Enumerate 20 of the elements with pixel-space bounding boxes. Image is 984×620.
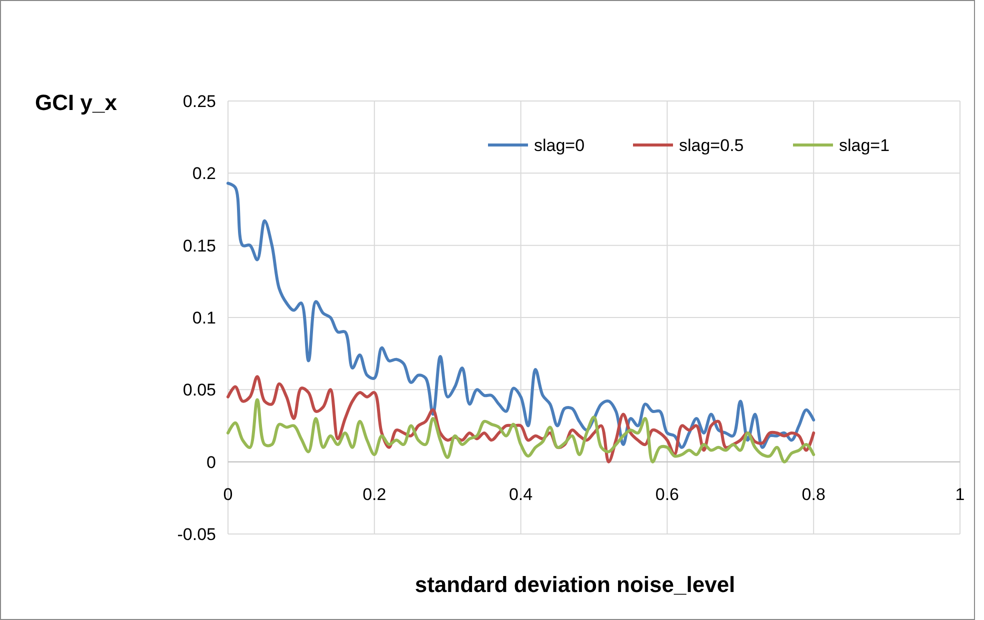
y-tick-label: 0.1 bbox=[192, 308, 216, 328]
y-tick-label: 0.05 bbox=[182, 380, 216, 400]
x-axis-title: standard deviation noise_level bbox=[414, 572, 736, 597]
x-tick-label: 0.4 bbox=[508, 484, 533, 504]
legend-label: slag=0 bbox=[534, 136, 585, 155]
legend-label: slag=0.5 bbox=[679, 136, 744, 155]
y-tick-label: 0.15 bbox=[182, 236, 216, 256]
x-tick-label: 0.8 bbox=[802, 484, 826, 504]
x-tick-label: 0.6 bbox=[655, 484, 680, 504]
y-axis-title: GCI y_x bbox=[35, 90, 118, 115]
x-tick-label: 1 bbox=[955, 484, 965, 504]
legend-label: slag=1 bbox=[839, 136, 890, 155]
line-series bbox=[226, 182, 816, 449]
x-tick-label: 0 bbox=[223, 484, 233, 504]
y-tick-label: 0 bbox=[206, 452, 216, 472]
y-tick-label: 0.25 bbox=[182, 92, 216, 111]
y-tick-label: -0.05 bbox=[177, 524, 216, 544]
y-tick-label: 0.2 bbox=[192, 164, 216, 184]
line-series bbox=[226, 398, 816, 464]
x-tick-label: 0.2 bbox=[362, 484, 386, 504]
